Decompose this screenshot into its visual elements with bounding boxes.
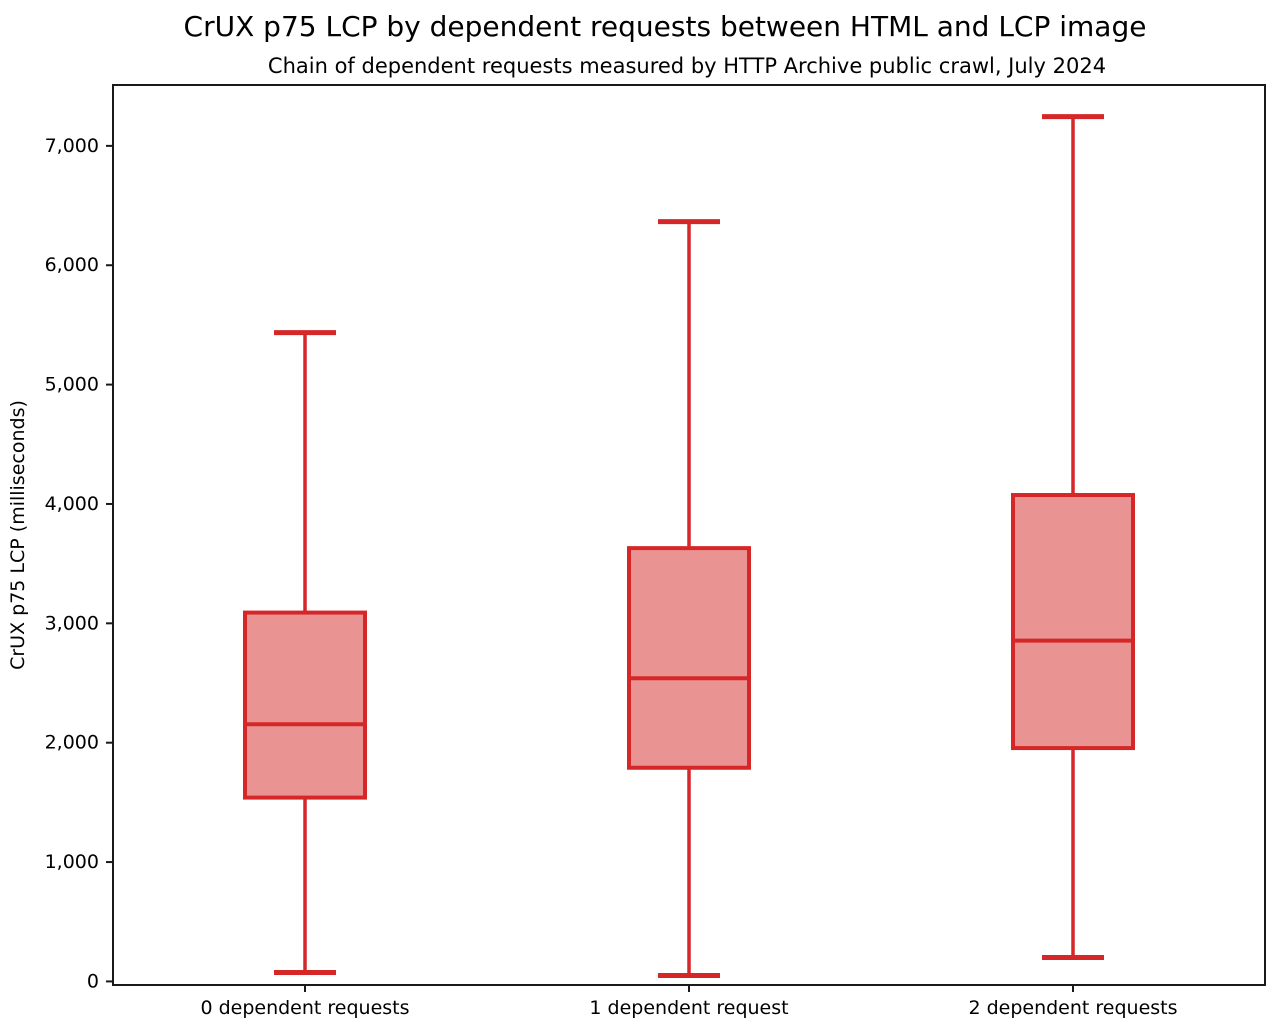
boxplot-1 [627,219,751,978]
x-tick-label: 1 dependent request [589,997,788,1019]
iqr-box [1011,493,1135,751]
y-tick-label: 6,000 [45,254,99,276]
plot-border [112,84,1266,986]
x-tick-label: 2 dependent requests [968,997,1177,1019]
boxplot-2 [1011,114,1135,961]
y-tick-label: 7,000 [45,135,99,157]
iqr-box [243,610,367,800]
y-tick-label: 3,000 [45,612,99,634]
x-axis-ticks: 0 dependent requests 1 dependent request 2… [200,985,1178,1019]
y-tick-label: 4,000 [45,493,99,515]
y-tick-label: 0 [87,970,99,992]
x-tick-label: 0 dependent requests [200,997,409,1019]
chart-subtitle: Chain of dependent requests measured by … [268,54,1106,78]
y-tick-label: 5,000 [45,374,99,396]
chart-title: CrUX p75 LCP by dependent requests betwe… [184,10,1147,43]
y-axis-ticks: 0 1,000 2,000 3,000 4,000 5,000 6,000 7,000 [45,135,113,992]
y-tick-label: 1,000 [45,851,99,873]
y-axis-label: CrUX p75 LCP (milliseconds) [7,400,29,670]
boxplot-0 [243,330,367,975]
boxplots [243,114,1135,978]
iqr-box [627,546,751,770]
y-tick-label: 2,000 [45,732,99,754]
